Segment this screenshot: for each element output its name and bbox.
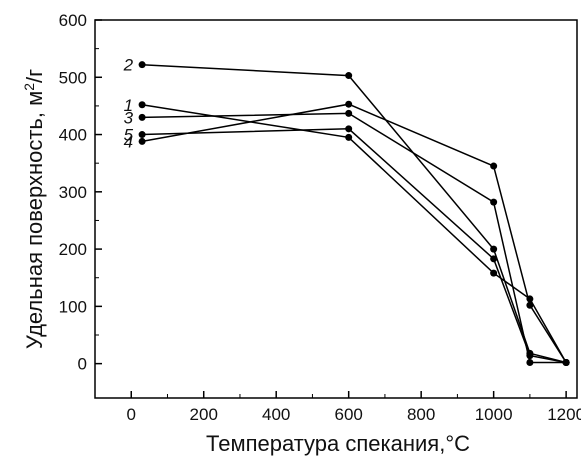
series-3-point — [490, 198, 498, 206]
series-2-point — [138, 61, 146, 69]
series-1-point — [138, 101, 146, 109]
series-labels: 1 2 3 45 — [123, 56, 134, 152]
series-5-point — [345, 125, 353, 133]
series-5-point — [490, 255, 498, 263]
series-line-2 — [142, 63, 567, 364]
series-4-point — [490, 162, 498, 170]
y-tick-label: 500 — [59, 68, 87, 87]
series-points — [138, 61, 570, 366]
series-label-3: 3 — [124, 108, 134, 127]
y-axis-title-tail: /г — [22, 69, 47, 83]
series-label-4: 4 — [124, 132, 133, 151]
x-tick-label: 1000 — [475, 405, 513, 424]
series-5-point — [138, 131, 146, 139]
y-tick-label: 100 — [59, 297, 87, 316]
series-line-3 — [142, 112, 567, 364]
x-tick-label: 1200 — [547, 405, 581, 424]
series-5-point — [526, 352, 534, 360]
x-axis-title: Температура спекания,°C — [206, 431, 470, 456]
series-lines — [141, 63, 567, 364]
y-tick-label: 600 — [59, 11, 87, 30]
y-tick-label: 0 — [78, 355, 87, 374]
x-tick-label: 200 — [190, 405, 218, 424]
series-3-point — [526, 358, 534, 366]
y-axis-title-sup: 2 — [21, 83, 37, 91]
y-axis-title-main: Удельная поверхность, м — [22, 91, 47, 349]
x-tick-label: 400 — [262, 405, 290, 424]
x-tick-label: 600 — [334, 405, 362, 424]
y-tick-label: 200 — [59, 240, 87, 259]
series-line-5 — [142, 128, 567, 364]
series-4-point — [138, 137, 146, 145]
y-tick-label: 400 — [59, 126, 87, 145]
series-1-point — [526, 295, 534, 303]
series-line-1 — [141, 104, 567, 363]
x-axis-ticks: 0 200 400 600 800 1000 1200 — [127, 391, 581, 424]
series-4-point — [345, 100, 353, 108]
series-3-point — [345, 109, 353, 117]
series-4-point — [526, 301, 534, 309]
series-3-point — [138, 113, 146, 121]
series-2-point — [490, 245, 498, 253]
x-tick-label: 800 — [407, 405, 435, 424]
y-axis-title: Удельная поверхность, м2/г — [21, 69, 47, 349]
series-label-2: 2 — [123, 56, 134, 75]
y-tick-label: 300 — [59, 183, 87, 202]
series-1-point — [490, 269, 498, 277]
series-label-5: 5 — [124, 126, 134, 145]
series-1-point — [345, 133, 353, 141]
x-tick-label: 0 — [127, 405, 136, 424]
series-label-1: 1 — [124, 96, 133, 115]
series-2-point — [345, 72, 353, 80]
y-axis-ticks: 0 100 200 300 400 500 600 — [59, 11, 102, 374]
series-5-point — [562, 358, 570, 366]
plot-frame — [94, 19, 578, 399]
